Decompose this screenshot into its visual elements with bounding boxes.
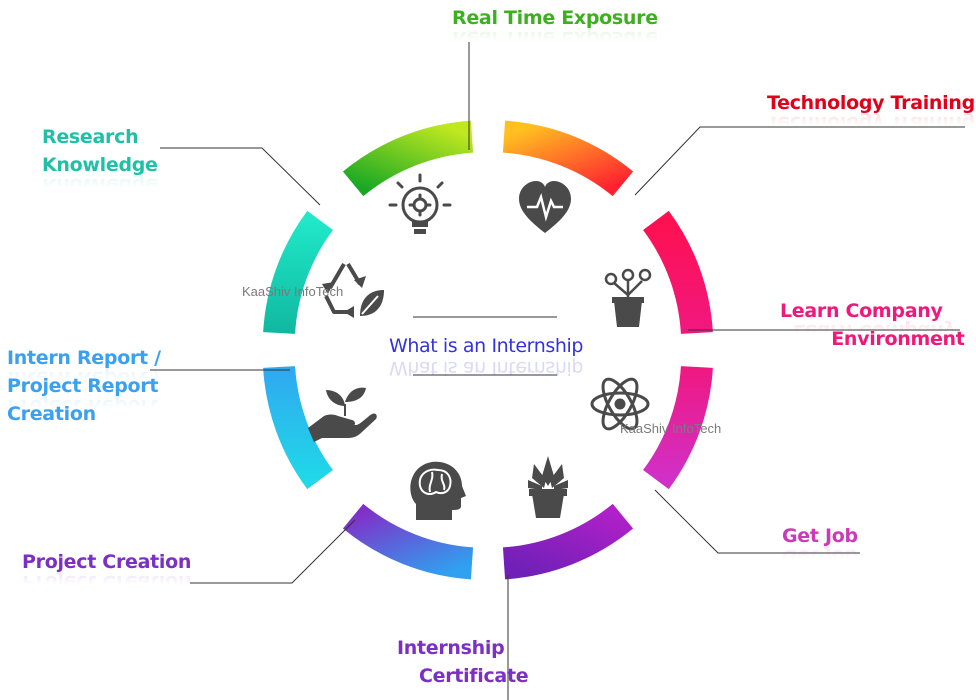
ring-segment-top-left — [342, 120, 474, 197]
ring-segment-right-lower — [642, 365, 713, 490]
heart-pulse-icon — [519, 181, 571, 233]
label-line: Technology Training — [767, 92, 975, 114]
watermark-right: KaaShiv InfoTech — [620, 421, 722, 436]
leader-technology-training — [634, 126, 965, 196]
label-line: Project Report — [7, 375, 159, 397]
brain-head-icon — [410, 461, 466, 520]
label-line: Knowledge — [42, 154, 158, 176]
label-intern-report: Intern Report / Project Report Creation — [7, 344, 161, 428]
ring-segment-bottom-left — [342, 503, 474, 580]
center-title-reflection: What is an Internship — [388, 357, 584, 379]
watermark-left: KaaShiv InfoTech — [242, 284, 344, 299]
atom-icon — [590, 377, 650, 431]
label-line: Environment — [831, 328, 965, 350]
leader-research-knowledge — [160, 147, 321, 206]
center-title: What is an Internship — [388, 335, 584, 357]
label-line: Research — [42, 126, 139, 148]
label-line: Project Creation — [22, 551, 192, 573]
leader-project-creation — [190, 519, 356, 584]
label-research-knowledge: Research Knowledge — [42, 123, 158, 179]
plant-hand-icon — [308, 387, 377, 442]
label-get-job: Get Job — [782, 522, 858, 550]
ring-segment-bottom-right — [502, 503, 634, 580]
label-technology-training: Technology Training — [767, 89, 975, 117]
ring-segment-right-upper — [642, 210, 713, 335]
label-learn-company-environment: Learn Company Environment — [780, 297, 965, 353]
label-line: Intern Report / — [7, 347, 161, 369]
ring-segment-left-lower — [263, 365, 334, 490]
label-line: Internship — [397, 637, 505, 659]
leader-get-job — [654, 489, 860, 554]
ring-segment-top-right — [502, 120, 634, 197]
succulent-pot-icon — [528, 456, 568, 518]
flower-pot-icon — [604, 268, 652, 327]
label-line: Certificate — [419, 665, 529, 687]
label-line: Creation — [7, 403, 96, 425]
label-real-time-exposure: Real Time Exposure — [452, 4, 658, 32]
label-project-creation: Project Creation — [22, 548, 191, 576]
recycle-leaf-icon — [322, 262, 384, 318]
ring-segment-left-upper — [263, 210, 334, 335]
label-internship-certificate: Internship Certificate — [397, 634, 529, 690]
label-line: Real Time Exposure — [452, 7, 658, 29]
lightbulb-gear-icon — [388, 173, 452, 234]
label-line: Get Job — [782, 525, 858, 547]
label-line: Learn Company — [780, 300, 943, 322]
